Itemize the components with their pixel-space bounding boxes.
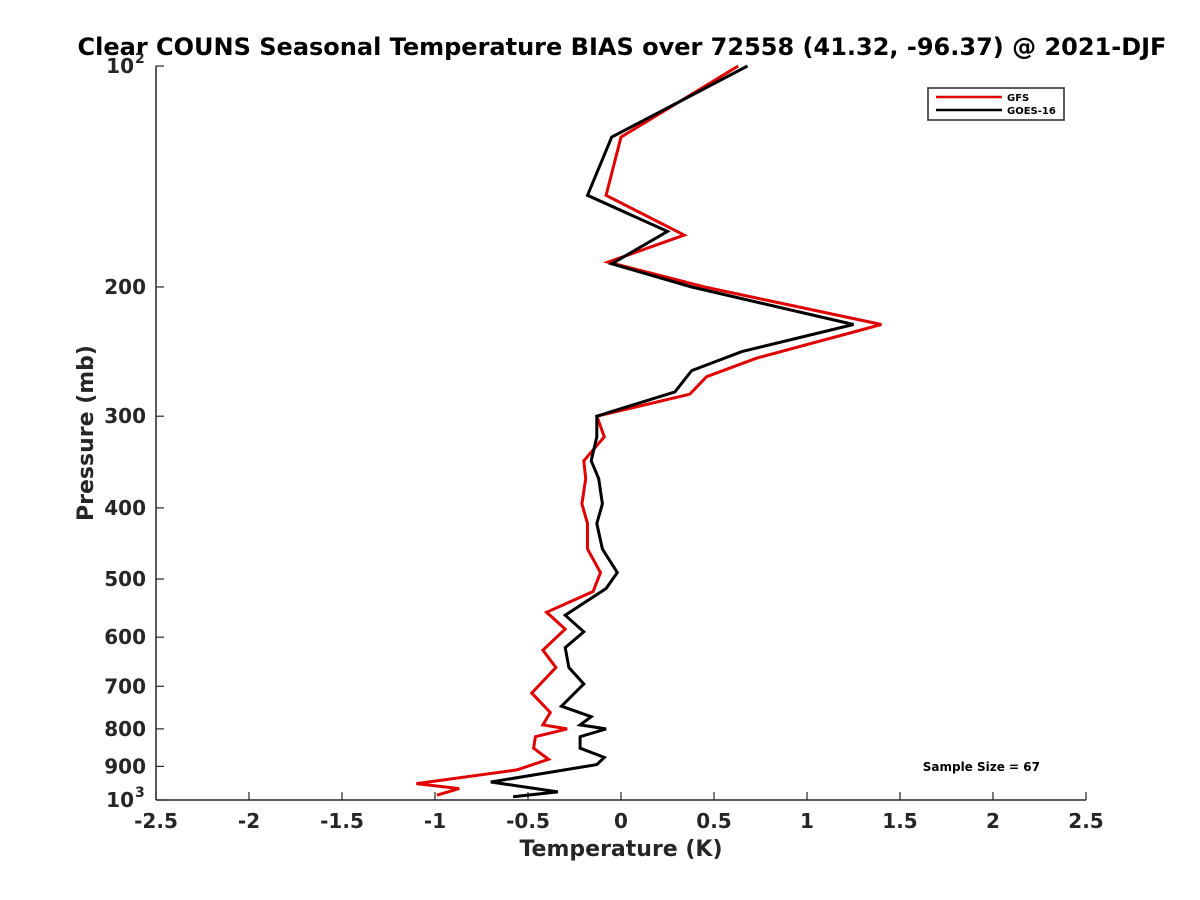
x-tick-label: -2.5 xyxy=(134,809,178,833)
y-tick-exponent: 2 xyxy=(135,51,145,67)
legend-label-gfs: GFS xyxy=(1007,93,1029,104)
x-tick-label: 0 xyxy=(614,809,628,833)
x-tick-label: 2 xyxy=(986,809,1000,833)
y-tick-label: 700 xyxy=(104,674,146,698)
sample-size-annotation: Sample Size = 67 xyxy=(923,760,1040,774)
x-tick-label: -0.5 xyxy=(506,809,550,833)
y-tick-label: 800 xyxy=(104,717,146,741)
legend: GFS GOES-16 xyxy=(927,87,1065,121)
y-tick-label: 900 xyxy=(104,754,146,778)
y-tick-label: 10 xyxy=(106,54,134,78)
y-tick-label: 10 xyxy=(106,788,134,812)
x-axis-ticks: -2.5 -2 -1.5 -1 -0.5 0 0.5 1 1.5 2 2.5 xyxy=(134,792,1104,833)
series-line-gfs xyxy=(416,64,882,797)
series-layer xyxy=(416,64,882,799)
x-tick-label: 1 xyxy=(800,809,814,833)
x-tick-label: -1 xyxy=(424,809,446,833)
legend-box xyxy=(927,87,1065,121)
x-axis-label: Temperature (K) xyxy=(519,837,722,862)
y-tick-label: 300 xyxy=(104,404,146,428)
y-tick-exponent: 3 xyxy=(135,785,145,801)
x-tick-label: 2.5 xyxy=(1068,809,1103,833)
series-line-goes16 xyxy=(490,64,854,799)
y-axis-label: Pressure (mb) xyxy=(74,345,99,521)
x-tick-label: -1.5 xyxy=(320,809,364,833)
axes xyxy=(155,66,1086,801)
y-tick-label: 200 xyxy=(104,275,146,299)
y-tick-label: 400 xyxy=(104,496,146,520)
x-tick-label: 1.5 xyxy=(882,809,917,833)
x-tick-label: -2 xyxy=(238,809,260,833)
y-tick-label: 600 xyxy=(104,625,146,649)
legend-label-goes16: GOES-16 xyxy=(1007,106,1056,117)
y-tick-label: 500 xyxy=(104,567,146,591)
chart-title: Clear COUNS Seasonal Temperature BIAS ov… xyxy=(78,33,1167,61)
x-tick-label: 0.5 xyxy=(696,809,731,833)
